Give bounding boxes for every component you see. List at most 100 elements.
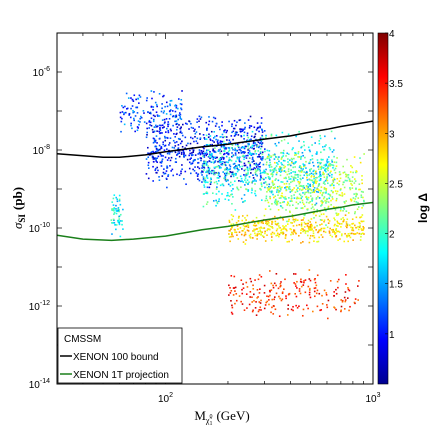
scatter-point [226,151,229,154]
scatter-point [346,297,349,299]
scatter-point [270,173,272,176]
scatter-point [319,309,321,312]
scatter-point [232,175,235,178]
scatter-point [194,135,196,138]
scatter-point [146,146,149,149]
scatter-point [268,157,270,160]
scatter-point [308,289,311,291]
scatter-point [317,231,319,234]
scatter-point [300,229,302,232]
scatter-point [191,154,194,156]
scatter-point [258,145,261,148]
scatter-point [259,179,262,181]
scatter-point [160,161,163,163]
scatter-point [332,149,335,151]
scatter-point [208,172,211,175]
scatter-point [338,173,341,176]
scatter-point [159,161,162,164]
scatter-point [297,176,299,178]
scatter-point [272,313,275,315]
scatter-point [225,172,228,175]
scatter-point [297,156,299,158]
scatter-point [313,208,315,211]
x-axis: 102 103 [56,33,381,405]
scatter-point [315,284,318,287]
scatter-point [340,234,343,237]
scatter-point [309,200,311,203]
scatter-point [295,184,298,187]
scatter-point [212,172,214,175]
scatter-point [295,232,297,235]
scatter-point [344,214,347,216]
scatter-point [232,188,234,190]
scatter-point [354,298,357,300]
scatter-point [180,172,182,175]
scatter-point [310,168,313,170]
scatter-point [359,222,361,225]
scatter-point [349,236,352,239]
scatter-point [333,177,335,180]
scatter-point [347,286,349,289]
scatter-point [292,204,294,206]
scatter-point [226,194,228,197]
scatter-point [276,203,278,206]
scatter-point [330,199,332,202]
scatter-point [286,314,289,316]
scatter-point [168,153,171,155]
scatter-point [361,179,363,181]
scatter-point [283,138,286,141]
scatter-point [260,176,262,179]
scatter-point [150,112,152,115]
scatter-point [321,204,323,206]
scatter-point [179,113,182,116]
scatter-point [303,171,305,173]
scatter-point [331,235,334,238]
scatter-point [273,232,276,235]
scatter-point [314,281,317,284]
scatter-point [230,223,233,226]
scatter-point [232,138,234,141]
scatter-point [290,195,293,197]
scatter-point [309,234,312,237]
scatter-point [225,152,228,154]
scatter-point [243,174,245,176]
scatter-point [319,173,322,176]
scatter-point [139,96,142,98]
scatter-point [178,149,181,152]
scatter-point [205,162,207,164]
scatter-point [148,119,151,122]
scatter-point [199,118,202,120]
scatter-point [340,218,343,220]
scatter-point [206,174,208,177]
scatter-point [203,156,206,158]
scatter-point [167,129,170,132]
scatter-point [340,208,342,210]
scatter-point [268,177,270,180]
scatter-point [288,188,290,190]
scatter-point [163,149,166,152]
scatter-point [259,125,261,128]
scatter-point [268,185,270,188]
scatter-point [184,154,187,157]
scatter-point [300,222,303,224]
scatter-point [196,166,199,168]
scatter-point [243,155,246,158]
scatter-point [342,220,345,222]
scatter-point [166,186,168,189]
scatter-point [314,278,316,280]
scatter-point [236,149,239,152]
scatter-point [184,170,187,173]
scatter-point [180,170,182,173]
scatter-point [163,118,166,121]
scatter-point [318,179,321,182]
scatter-point [221,121,223,123]
scatter-point [270,190,273,193]
scatter-point [327,173,330,176]
scatter-point [159,128,161,130]
scatter-point [328,164,330,166]
scatter-point [331,198,334,200]
scatter-point [333,187,335,189]
scatter-point [215,188,218,190]
scatter-point [228,195,231,198]
scatter-point [242,241,245,243]
